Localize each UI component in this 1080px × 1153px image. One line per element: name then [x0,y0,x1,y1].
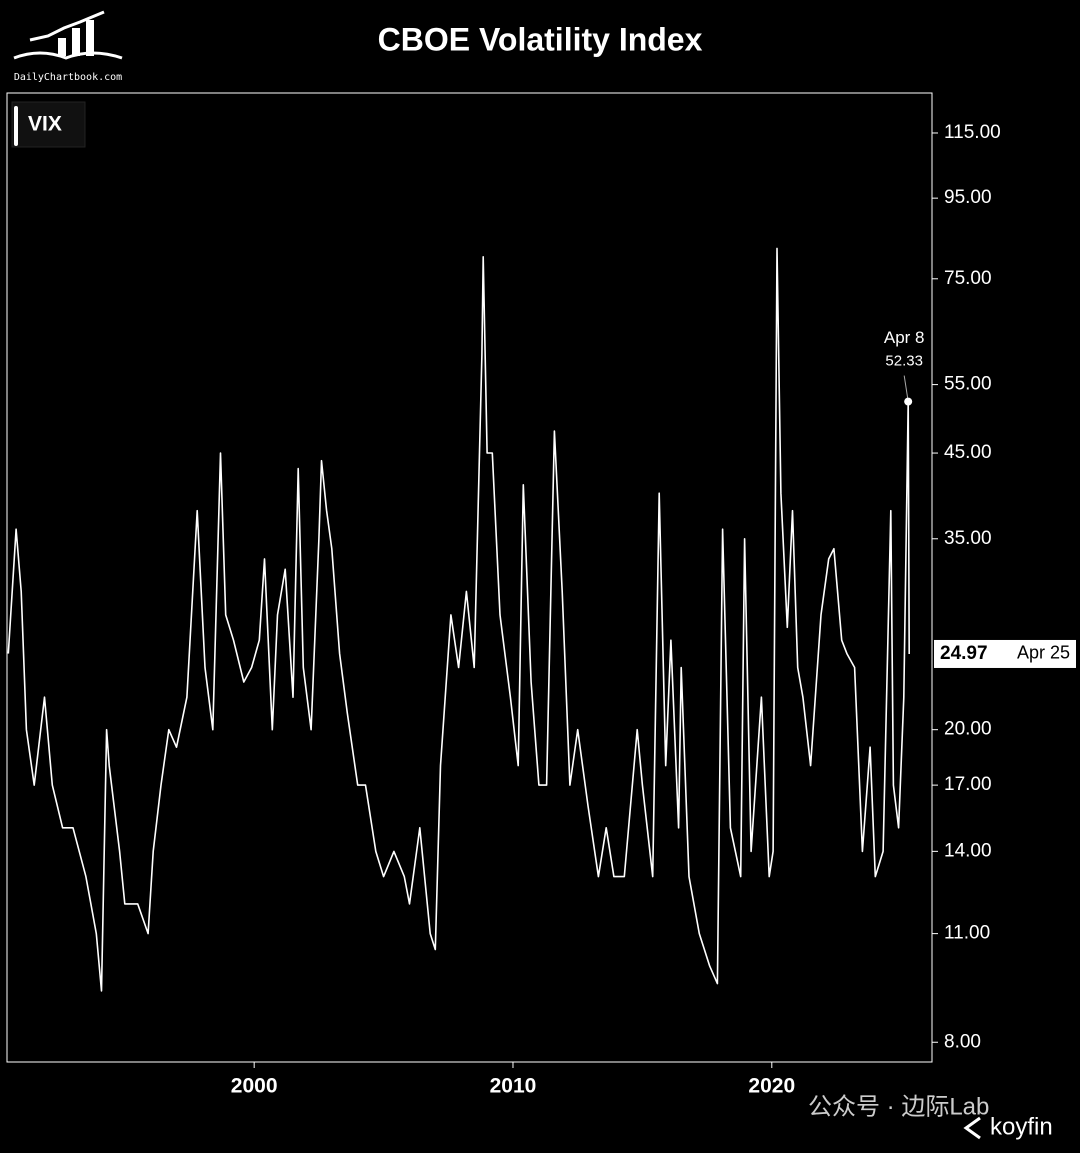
last-value-box [934,639,1076,668]
annotation-value: 52.33 [885,353,923,370]
plot-frame [6,92,933,1063]
annotation-label: Apr 8 [884,328,925,347]
line [7,247,910,992]
y-tick-label: 8.00 [944,1031,981,1052]
y-tick-label: 11.00 [944,923,990,944]
legend-label: VIX [28,113,62,136]
chart-title: CBOE Volatility Index [378,21,703,57]
source: DailyChartbook.com [14,72,122,83]
annotation-leader [903,375,909,402]
last-date: Apr 25 [1017,643,1070,663]
x-tick-label: 2000 [231,1075,278,1098]
y-tick-label: 95.00 [944,187,992,208]
y-tick-label: 115.00 [944,122,1001,143]
legend [11,101,86,148]
logo [13,10,123,60]
y-tick-label: 45.00 [944,442,992,463]
x-tick-label: 2020 [748,1075,795,1098]
last-value: 24.97 [940,643,988,664]
y-tick-label: 20.00 [944,719,992,740]
watermark: 公众号 · 边际Lab [808,1093,989,1120]
y-tick-label: 14.00 [944,840,992,861]
x-tick-label: 2010 [490,1075,537,1098]
annotation-point [904,397,913,406]
watermark: koyfin [990,1113,1053,1140]
legend-swatch [14,106,18,146]
y-tick-label: 35.00 [944,528,992,549]
y-tick-label: 75.00 [944,268,992,289]
y-tick-label: 55.00 [944,374,992,395]
y-tick-label: 17.00 [944,774,992,795]
watermark-icon [963,1116,981,1140]
